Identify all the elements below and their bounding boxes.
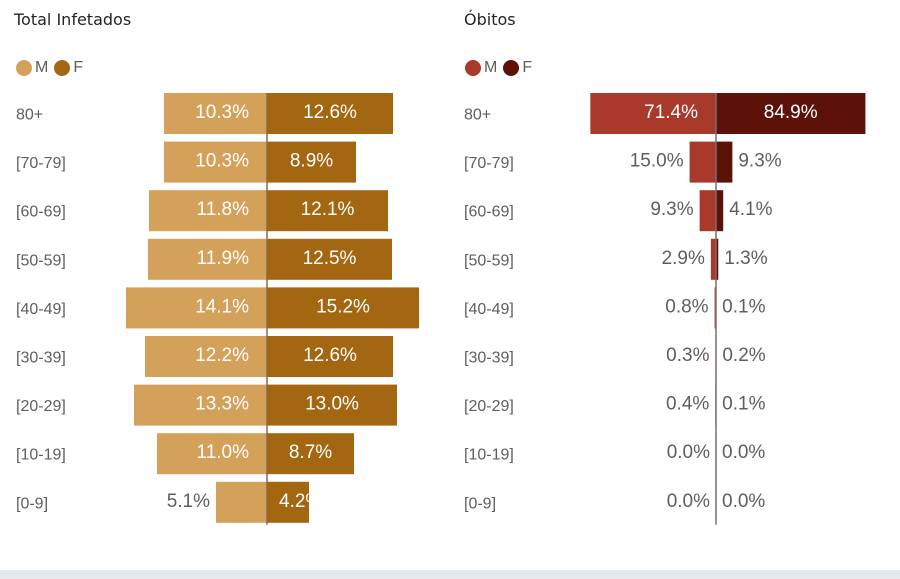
deaths-data-label-m: 0.8% <box>665 296 708 317</box>
legend-marker <box>54 60 71 76</box>
infected-category-label: [10-19] <box>16 447 66 464</box>
infected-data-label-m: 13.3% <box>195 394 249 415</box>
deaths-bar-f <box>716 93 866 134</box>
deaths-category-label: [20-29] <box>464 398 514 415</box>
infected-category-label: [20-29] <box>16 398 66 415</box>
deaths-category-label: [10-19] <box>464 447 514 464</box>
legend-label-m: M <box>484 59 498 76</box>
infected-bar-f <box>267 238 392 280</box>
infected-category-label: [40-49] <box>16 301 66 318</box>
infected-legend-item-f[interactable]: F <box>54 59 83 77</box>
infected-category-label: 80+ <box>16 107 43 124</box>
infected-data-label-m: 11.9% <box>197 248 250 269</box>
infected-data-label-f: 8.9% <box>290 151 333 172</box>
deaths-bar-m <box>590 93 716 134</box>
infected-data-label-f: 12.5% <box>303 248 357 269</box>
deaths-data-label-m: 71.4% <box>644 102 698 123</box>
infected-data-label-f: 12.6% <box>303 345 357 366</box>
deaths-category-label: [70-79] <box>464 155 514 172</box>
deaths-chart-title: Óbitos <box>464 10 516 29</box>
deaths-data-label-m: 0.4% <box>666 394 709 415</box>
deaths-legend: M F <box>465 59 538 77</box>
deaths-category-label: 80+ <box>464 107 491 124</box>
deaths-legend-item-f[interactable]: F <box>503 59 532 77</box>
infected-bar-m <box>164 141 267 183</box>
infected-bar-m <box>164 93 267 134</box>
infected-bar-m <box>216 481 267 523</box>
legend-marker <box>503 60 520 76</box>
legend-marker <box>465 60 481 76</box>
legend-label-f: F <box>522 59 533 76</box>
infected-data-label-f: 13.0% <box>305 394 359 415</box>
infected-bar-f <box>267 336 393 377</box>
infected-bar-f <box>267 190 388 232</box>
deaths-data-label-f: 1.3% <box>724 248 767 269</box>
infected-bar-m <box>148 238 267 280</box>
deaths-data-label-f: 0.2% <box>722 345 765 366</box>
deaths-bar-f <box>716 190 724 232</box>
deaths-data-label-f: 84.9% <box>764 102 818 123</box>
infected-bar-f <box>267 93 393 134</box>
infected-data-label-f: 8.7% <box>289 442 332 463</box>
infected-data-label-f: 12.1% <box>301 199 355 220</box>
infected-category-label: [50-59] <box>16 252 66 269</box>
legend-marker <box>16 60 32 76</box>
infected-legend: M F <box>16 59 89 77</box>
deaths-data-label-f: 4.1% <box>729 199 772 220</box>
deaths-category-label: [40-49] <box>464 301 514 318</box>
deaths-data-label-f: 0.1% <box>722 296 765 317</box>
infected-bar-f <box>267 384 397 426</box>
deaths-data-label-f: 0.1% <box>722 394 765 415</box>
infected-bar-m <box>126 287 267 329</box>
deaths-bar-m <box>699 190 716 232</box>
infected-bar-m <box>149 190 267 232</box>
infected-bar-f <box>267 141 356 183</box>
infected-data-label-m: 12.2% <box>195 345 249 366</box>
infected-data-label-m: 5.1% <box>167 491 210 512</box>
infected-bar-f <box>267 287 419 329</box>
infected-data-label-m: 10.3% <box>195 151 249 172</box>
legend-label-m: M <box>35 59 49 76</box>
infected-category-label: [0-9] <box>16 495 48 512</box>
infected-chart-title: Total Infetados <box>14 10 132 29</box>
legend-label-f: F <box>73 59 84 76</box>
infected-bar-m <box>134 384 267 426</box>
infected-bar-f <box>267 433 354 475</box>
infected-category-label: [70-79] <box>16 155 66 172</box>
infected-data-label-m: 14.1% <box>195 296 249 317</box>
deaths-category-label: [0-9] <box>464 495 496 512</box>
deaths-legend-item-m[interactable]: M <box>465 59 497 77</box>
deaths-data-label-m: 15.0% <box>630 151 684 172</box>
infected-bar-f <box>267 481 309 523</box>
deaths-bar-f <box>716 238 719 280</box>
deaths-bar-f <box>716 141 733 183</box>
infected-bar-m <box>157 433 267 475</box>
infected-bar-m <box>145 336 267 377</box>
infected-data-label-m: 10.3% <box>195 102 249 123</box>
deaths-data-label-m: 0.0% <box>667 491 710 512</box>
deaths-data-label-m: 0.0% <box>667 442 710 463</box>
deaths-data-label-m: 0.3% <box>666 345 709 366</box>
deaths-data-label-m: 2.9% <box>662 248 705 269</box>
infected-data-label-f: 12.6% <box>303 102 357 123</box>
deaths-category-label: [50-59] <box>464 252 514 269</box>
infected-category-label: [60-69] <box>16 204 66 221</box>
deaths-data-label-f: 0.0% <box>722 442 765 463</box>
deaths-data-label-m: 9.3% <box>650 199 693 220</box>
infected-data-label-f: 4.2% <box>279 491 322 512</box>
infected-data-label-m: 11.8% <box>197 199 250 220</box>
infected-data-label-f: 15.2% <box>316 296 370 317</box>
deaths-category-label: [30-39] <box>464 350 514 367</box>
infected-category-label: [30-39] <box>16 350 66 367</box>
deaths-category-label: [60-69] <box>464 204 514 221</box>
deaths-bar-m <box>689 141 716 183</box>
deaths-data-label-f: 9.3% <box>738 151 781 172</box>
infected-data-label-m: 11.0% <box>197 442 250 463</box>
deaths-data-label-f: 0.0% <box>722 491 765 512</box>
infected-legend-item-m[interactable]: M <box>16 59 48 77</box>
deaths-bar-m <box>710 238 716 280</box>
